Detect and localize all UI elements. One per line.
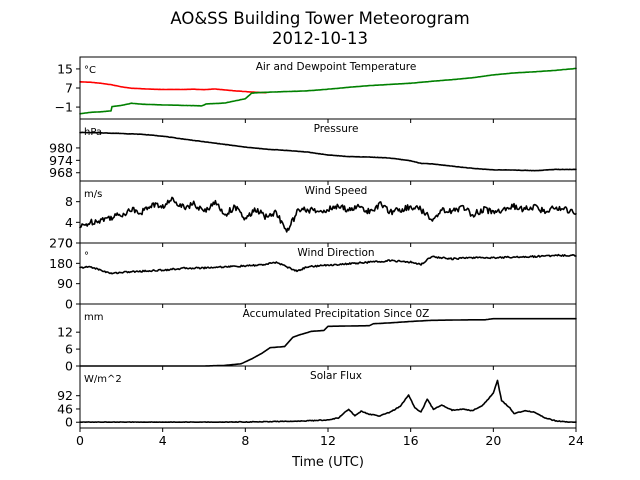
y-tick-label: 0 — [65, 297, 73, 312]
figure-title: AO&SS Building Tower Meteorogram — [170, 9, 469, 28]
y-tick-label: 4 — [65, 215, 73, 230]
y-tick-label: 15 — [57, 61, 73, 76]
y-tick-label: 6 — [65, 342, 73, 357]
y-tick-label: 180 — [49, 256, 73, 271]
series-line-5-1 — [79, 317, 577, 367]
x-tick-label: 0 — [76, 433, 84, 448]
panel-title: Air and Dewpoint Temperature — [256, 61, 417, 73]
x-tick-label: 8 — [241, 433, 249, 448]
series-line-6-1 — [79, 379, 577, 424]
figure-date: 2012-10-13 — [272, 29, 368, 48]
y-tick-label: 0 — [65, 359, 73, 374]
y-tick-label: 46 — [57, 401, 73, 416]
panel-title: Pressure — [314, 123, 359, 135]
panel-title: Solar Flux — [310, 370, 362, 382]
panel-3: 8 4 0 Wind Speed m/s — [65, 180, 577, 251]
panel-title: Accumulated Precipitation Since 0Z — [243, 308, 430, 320]
x-tick-label: 16 — [403, 433, 419, 448]
panel-title: Wind Speed — [305, 185, 368, 197]
series-line-2-1 — [79, 131, 577, 172]
series-line-4-1 — [79, 253, 577, 275]
y-tick-label: 980 — [49, 140, 73, 155]
y-tick-label: 0 — [65, 236, 73, 251]
series-line-1-1 — [79, 81, 267, 94]
panel-unit: W/m^2 — [84, 374, 122, 385]
y-tick-label: 270 — [49, 236, 73, 251]
y-tick-label: 12 — [57, 325, 73, 340]
x-tick-label: 12 — [320, 433, 336, 448]
series-line-1-2 — [79, 67, 577, 115]
panels: 15 7 −1 Air and Dewpoint Temperature °C 98097… — [49, 56, 584, 448]
y-tick-label: −1 — [55, 100, 73, 115]
y-tick-label: 92 — [57, 388, 73, 403]
panel-unit: mm — [84, 312, 103, 323]
y-tick-label: 0 — [65, 415, 73, 430]
x-axis-label: Time (UTC) — [291, 455, 364, 470]
y-tick-label: 90 — [57, 276, 73, 291]
panel-unit: m/s — [84, 189, 102, 200]
panel-title: Wind Direction — [297, 247, 374, 259]
panel-4: 270 180 90 0 Wind Direction ° — [49, 236, 577, 312]
x-tick-label: 4 — [159, 433, 167, 448]
panel-unit: hPa — [84, 127, 102, 138]
y-tick-label: 974 — [49, 153, 73, 168]
series-line-3-1 — [79, 196, 577, 233]
panel-5: 12 6 0 Accumulated Precipitation Since 0Z mm — [57, 303, 577, 374]
y-tick-label: 968 — [49, 165, 73, 180]
x-tick-label: 20 — [485, 433, 501, 448]
y-tick-label: 8 — [65, 194, 73, 209]
panel-unit: °C — [84, 65, 96, 76]
y-tick-label: 7 — [65, 81, 73, 96]
panel-1: 15 7 −1 Air and Dewpoint Temperature °C — [55, 56, 577, 123]
x-tick-label: 24 — [568, 433, 584, 448]
panel-unit: ° — [84, 251, 89, 262]
